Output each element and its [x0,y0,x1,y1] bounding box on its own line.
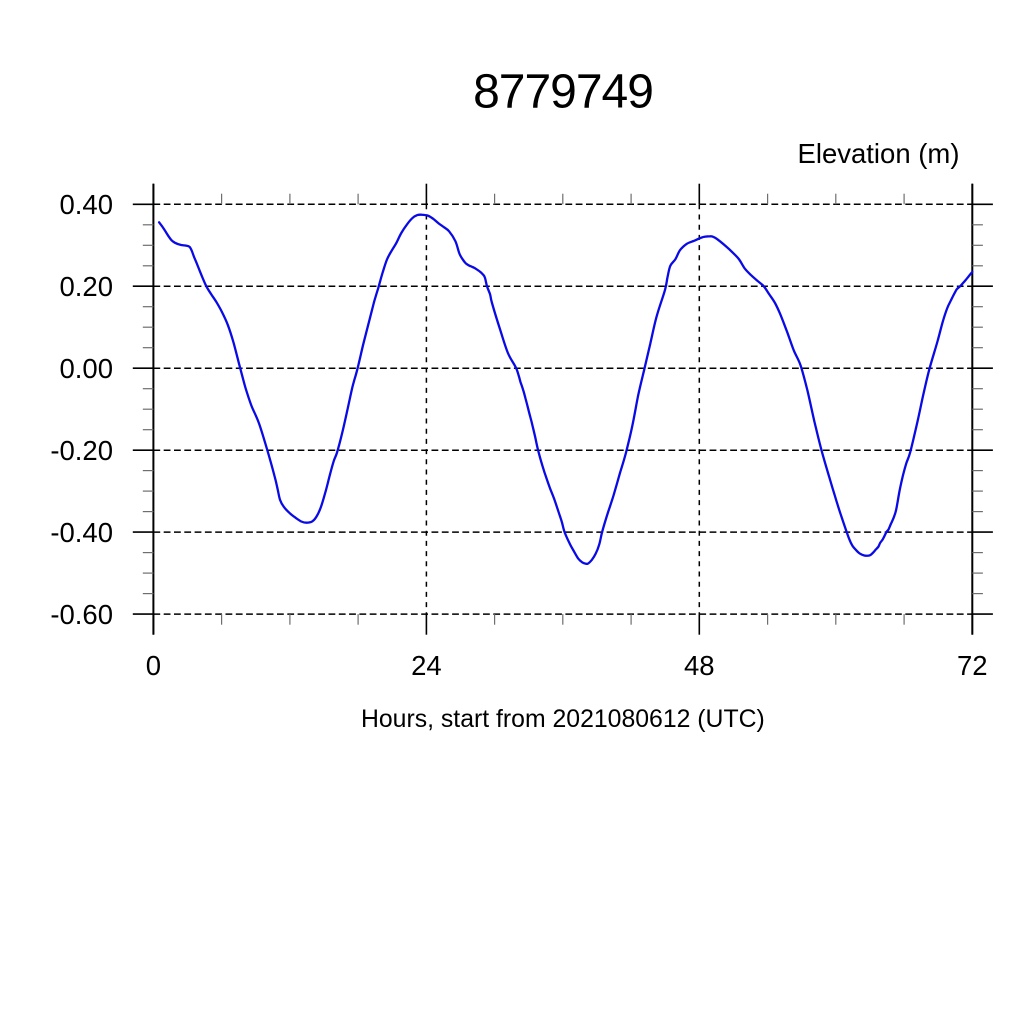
svg-text:0.00: 0.00 [59,353,113,384]
svg-text:72: 72 [957,650,988,681]
svg-text:-0.20: -0.20 [50,435,113,466]
svg-text:0: 0 [146,650,161,681]
svg-text:Elevation (m): Elevation (m) [798,138,960,169]
svg-text:24: 24 [411,650,442,681]
svg-text:8779749: 8779749 [473,66,653,119]
svg-text:0.20: 0.20 [59,271,113,302]
svg-text:-0.40: -0.40 [50,517,113,548]
svg-text:-0.60: -0.60 [50,599,113,630]
svg-text:Hours, start from 2021080612 (: Hours, start from 2021080612 (UTC) [361,706,765,733]
svg-text:48: 48 [684,650,715,681]
svg-text:0.40: 0.40 [59,189,113,220]
